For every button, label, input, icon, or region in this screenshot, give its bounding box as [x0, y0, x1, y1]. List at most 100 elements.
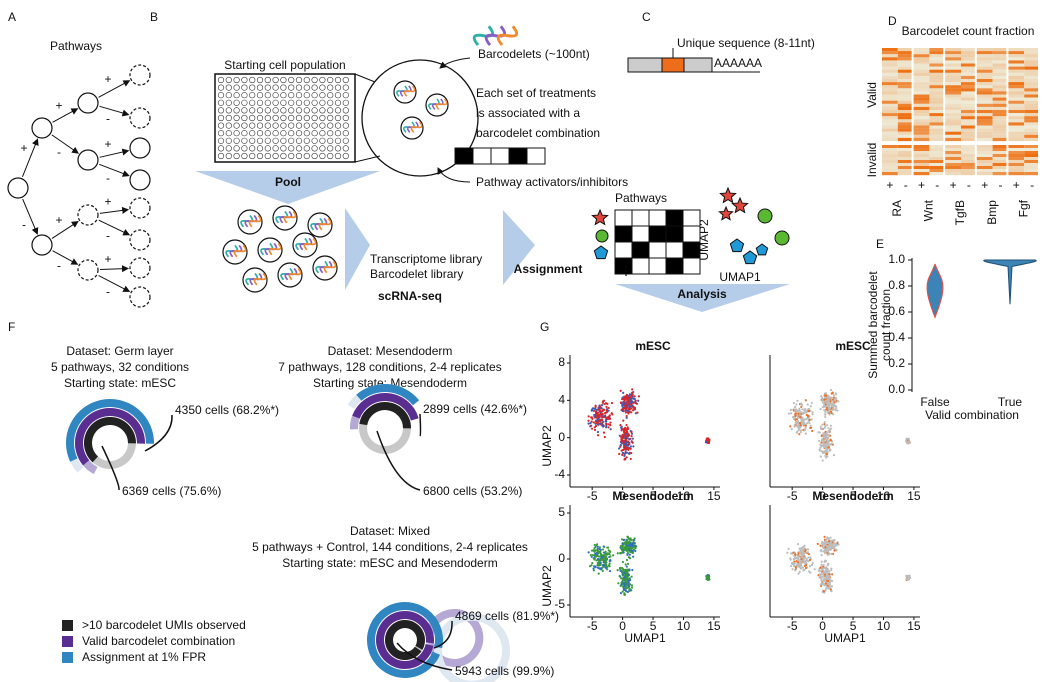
umap-point — [628, 568, 631, 571]
umap-point — [800, 403, 803, 406]
umap-point — [805, 562, 808, 565]
umap-point — [607, 549, 610, 552]
umap-point — [789, 412, 793, 415]
umap-point — [600, 419, 603, 422]
umap-point — [623, 585, 626, 588]
heat-cell — [992, 63, 1007, 67]
heat-cell — [992, 151, 1007, 155]
heat-cell — [882, 154, 898, 158]
umap-point — [829, 410, 833, 413]
umap-point — [626, 562, 630, 565]
umap-point — [626, 411, 629, 414]
heat-cell — [882, 51, 898, 55]
umap-point — [603, 402, 606, 406]
well — [249, 99, 256, 106]
heat-cell — [1024, 48, 1038, 52]
umap-point — [624, 436, 627, 439]
x-tick-label: 15 — [707, 489, 721, 503]
unique-seq — [661, 57, 685, 73]
umap-point — [818, 431, 821, 434]
umap-point — [597, 562, 600, 566]
well — [272, 76, 279, 84]
heat-cell — [913, 85, 930, 89]
heat-cell — [1024, 97, 1038, 101]
ring-arc — [385, 620, 425, 660]
umap-point — [619, 424, 622, 427]
heat-cell — [882, 110, 898, 114]
umap-point — [797, 419, 800, 423]
heat-cell — [1008, 60, 1025, 64]
well — [256, 84, 264, 91]
umap-point — [597, 555, 601, 558]
heat-cell — [976, 134, 993, 138]
heat-cell — [1024, 79, 1038, 83]
heat-cell — [945, 94, 961, 98]
heat-cell — [961, 151, 975, 155]
umap-point — [607, 417, 610, 421]
well — [280, 145, 287, 152]
umap-point — [625, 577, 628, 580]
well — [327, 122, 334, 129]
callout: 4350 cells (68.2%*) — [175, 403, 279, 417]
umap-point — [598, 559, 601, 563]
pentagon — [593, 245, 609, 260]
assignment-label: Assignment — [514, 262, 583, 276]
heat-cell — [976, 172, 993, 176]
well — [334, 122, 342, 129]
umap-point — [599, 561, 602, 564]
well — [327, 114, 334, 122]
umap-point — [626, 431, 629, 434]
umap-point — [627, 408, 631, 411]
well — [225, 122, 232, 129]
heat-cell — [1024, 88, 1038, 92]
tree-edge — [98, 219, 131, 236]
umap-point — [823, 392, 827, 395]
well — [327, 107, 334, 114]
heat-cell — [897, 131, 912, 135]
grid-cell — [631, 257, 650, 275]
well — [272, 92, 279, 99]
umap-point — [799, 421, 802, 425]
umap-point — [630, 430, 633, 434]
sign: - — [935, 178, 939, 192]
umap-title: Mesendoderm — [612, 489, 693, 503]
well — [249, 92, 256, 99]
heat-cell — [1024, 69, 1038, 73]
heat-cell — [1008, 79, 1025, 83]
well — [256, 137, 264, 144]
umap-point — [587, 551, 590, 554]
heat-cell — [945, 137, 961, 142]
umap-point — [803, 409, 806, 412]
umap-point — [803, 547, 806, 550]
pathway-name: Bmp — [985, 200, 999, 225]
umap-point — [832, 396, 835, 399]
umap1-label: UMAP1 — [719, 270, 761, 284]
umap-point — [625, 565, 628, 568]
barcodelet — [410, 121, 423, 133]
umap-point — [835, 393, 838, 396]
barcodelet — [248, 214, 262, 228]
umap-point — [819, 425, 822, 428]
umap-point — [626, 398, 629, 401]
umap-point — [607, 409, 610, 412]
heat-cell — [1008, 85, 1025, 89]
umap-point — [625, 539, 629, 542]
sign: + — [918, 178, 925, 192]
heat-cell — [1008, 97, 1025, 101]
well — [233, 152, 240, 160]
umap-point — [827, 563, 830, 566]
well — [225, 137, 232, 144]
heat-cell — [913, 163, 930, 167]
edge-sign: - — [57, 259, 61, 273]
heat-cell — [945, 60, 961, 64]
umap-point — [624, 402, 627, 405]
umap-point — [622, 574, 626, 577]
umap-point — [822, 545, 825, 549]
callout: 6369 cells (75.6%) — [122, 484, 221, 498]
umap-point — [835, 397, 838, 400]
umap-point — [620, 438, 623, 441]
umap-point — [830, 567, 833, 570]
heat-cell — [976, 163, 993, 167]
umap-point — [707, 441, 711, 445]
well — [256, 122, 264, 129]
